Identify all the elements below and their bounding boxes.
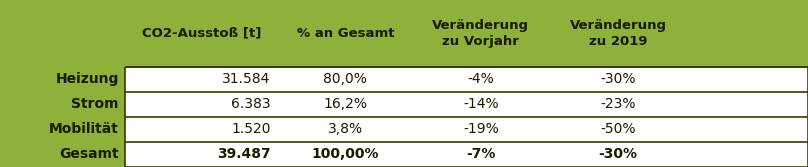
Text: 16,2%: 16,2%: [323, 97, 368, 111]
Text: Strom: Strom: [71, 97, 119, 111]
Text: % an Gesamt: % an Gesamt: [297, 27, 394, 40]
Bar: [125, 67, 808, 167]
Text: -4%: -4%: [467, 72, 494, 86]
Text: Veränderung
zu 2019: Veränderung zu 2019: [570, 19, 667, 48]
Text: -30%: -30%: [600, 72, 636, 86]
Text: -30%: -30%: [599, 147, 638, 161]
Text: Heizung: Heizung: [56, 72, 119, 86]
Text: Mobilität: Mobilität: [49, 122, 119, 136]
Text: 1.520: 1.520: [231, 122, 271, 136]
Text: Gesamt: Gesamt: [59, 147, 119, 161]
Text: -14%: -14%: [463, 97, 499, 111]
Text: 31.584: 31.584: [222, 72, 271, 86]
Text: -19%: -19%: [463, 122, 499, 136]
Text: Veränderung
zu Vorjahr: Veränderung zu Vorjahr: [432, 19, 529, 48]
Text: 39.487: 39.487: [217, 147, 271, 161]
Text: 6.383: 6.383: [231, 97, 271, 111]
Text: 80,0%: 80,0%: [323, 72, 368, 86]
Text: 100,00%: 100,00%: [312, 147, 379, 161]
Text: CO2-Ausstoß [t]: CO2-Ausstoß [t]: [142, 27, 262, 40]
Text: -23%: -23%: [600, 97, 636, 111]
Text: -50%: -50%: [600, 122, 636, 136]
Text: -7%: -7%: [466, 147, 495, 161]
Text: 3,8%: 3,8%: [328, 122, 363, 136]
